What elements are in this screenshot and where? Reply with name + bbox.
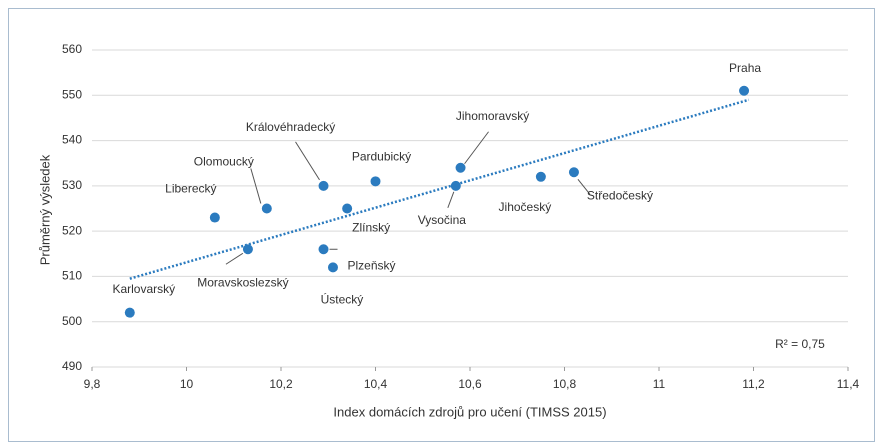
point-label: Středočeský <box>587 188 653 202</box>
x-tick-label: 11 <box>653 377 666 391</box>
point <box>209 212 220 223</box>
point <box>450 180 461 191</box>
point-label: Jihočeský <box>499 200 552 214</box>
y-axis-label: Průměrný výsledek <box>37 154 52 265</box>
leader-line <box>295 141 320 181</box>
point <box>318 244 329 255</box>
y-tick-label: 530 <box>62 178 82 192</box>
point <box>124 307 135 318</box>
x-axis-label: Index domácích zdrojů pro učení (TIMSS 2… <box>333 404 606 419</box>
x-tick-label: 10,8 <box>553 377 577 391</box>
y-tick-label: 500 <box>62 314 82 328</box>
x-tick-label: 9,8 <box>84 377 101 391</box>
point-label: Plzeňský <box>348 258 396 272</box>
x-tick-label: 10,2 <box>269 377 293 391</box>
point-label: Jihomoravský <box>456 109 529 123</box>
x-tick-label: 11,4 <box>837 377 860 391</box>
leader-line <box>225 252 244 265</box>
point-label: Ústecký <box>321 292 364 307</box>
leader-line <box>447 191 455 209</box>
point <box>739 85 750 96</box>
x-tick-label: 10 <box>180 377 194 391</box>
point <box>242 244 253 255</box>
y-tick-label: 540 <box>62 133 82 147</box>
point-label: Liberecký <box>165 182 216 196</box>
y-tick-label: 520 <box>62 223 82 237</box>
x-tick-label: 10,4 <box>364 377 388 391</box>
point <box>342 203 353 214</box>
y-tick-label: 550 <box>62 87 82 101</box>
point-label: Královéhradecký <box>246 120 335 134</box>
point-label: Olomoucký <box>194 155 254 169</box>
point <box>455 162 466 173</box>
point <box>370 176 381 187</box>
x-tick-label: 10,6 <box>458 377 482 391</box>
point-label: Vysočina <box>418 213 467 227</box>
y-tick-label: 560 <box>62 42 82 56</box>
y-tick-label: 510 <box>62 269 82 283</box>
y-tick-label: 490 <box>62 359 82 373</box>
point-label: Karlovarský <box>112 282 175 296</box>
leader-line <box>577 178 591 195</box>
point <box>327 262 338 273</box>
point-label: Praha <box>729 61 761 75</box>
annotation: R² = 0,75 <box>775 337 825 351</box>
frame <box>8 8 875 442</box>
point <box>318 180 329 191</box>
point <box>535 171 546 182</box>
point-label: Pardubický <box>352 150 411 164</box>
point <box>568 167 579 178</box>
x-tick-label: 11,2 <box>742 377 765 391</box>
point-label: Zlínský <box>352 221 390 235</box>
point <box>261 203 272 214</box>
point-label: Moravskoslezský <box>197 275 288 289</box>
leader-line <box>250 168 262 204</box>
trendline <box>129 98 750 280</box>
leader-line <box>464 131 489 165</box>
